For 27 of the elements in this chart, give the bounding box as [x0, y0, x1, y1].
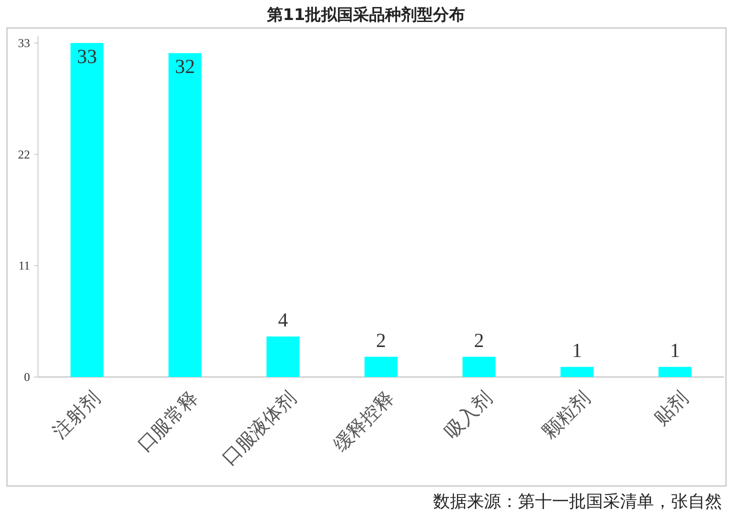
y-tick-label: 22	[18, 147, 30, 162]
bar	[364, 356, 398, 377]
x-tick-label: 颗粒剂	[538, 386, 595, 443]
bar	[658, 366, 692, 377]
chart-title: 第11批拟国采品种剂型分布	[266, 5, 466, 24]
bar	[70, 43, 104, 377]
x-tick-label: 贴剂	[650, 386, 693, 430]
data-label: 4	[278, 310, 288, 332]
bar	[560, 366, 594, 377]
y-tick-label: 11	[18, 258, 30, 273]
data-label: 33	[77, 46, 97, 68]
x-tick-label: 缓释控释	[329, 386, 399, 456]
data-label: 1	[572, 340, 582, 362]
x-tick-label: 注射剂	[48, 386, 105, 443]
bar	[168, 53, 202, 377]
x-tick-label: 吸入剂	[440, 386, 497, 443]
x-tick-label: 口服常释	[133, 386, 203, 456]
bar	[462, 356, 496, 377]
bar	[266, 336, 300, 377]
data-label: 2	[376, 330, 386, 352]
x-tick-label: 口服液体剂	[218, 386, 301, 470]
source-note: 数据来源：第十一批国采清单，张自然	[433, 492, 722, 512]
y-tick-label: 33	[18, 36, 30, 50]
data-label: 1	[670, 340, 680, 362]
data-label: 32	[175, 56, 195, 78]
data-label: 2	[474, 330, 484, 352]
y-tick-label: 0	[24, 370, 30, 384]
